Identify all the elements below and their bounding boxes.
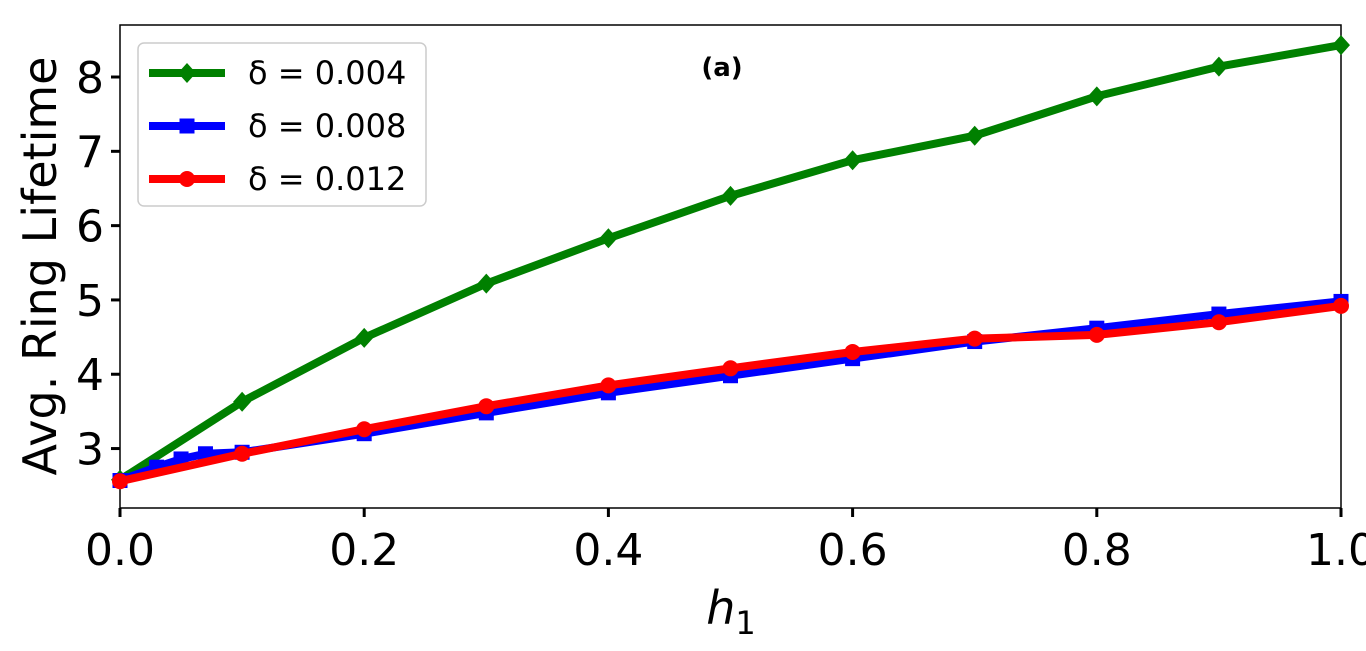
data-point (477, 273, 496, 294)
legend-entry: δ = 0.012 (149, 160, 406, 198)
y-tick-label: 6 (76, 202, 104, 253)
legend-marker (178, 63, 196, 83)
legend-marker (179, 118, 195, 134)
y-tick-label: 3 (76, 425, 104, 476)
x-axis-title-subscript: 1 (735, 604, 755, 642)
data-point (112, 473, 128, 490)
x-tick-label: 0.4 (573, 525, 643, 576)
data-point (233, 391, 252, 412)
data-point (1087, 86, 1106, 107)
chart-annotation: (a) (701, 53, 742, 83)
x-tick-label: 0.8 (1062, 525, 1132, 576)
y-tick-label: 4 (76, 350, 104, 401)
legend-marker (179, 171, 195, 187)
data-point (599, 228, 618, 249)
data-point (844, 343, 861, 360)
data-point (966, 330, 983, 347)
data-point (721, 185, 740, 206)
legend-entry: δ = 0.004 (149, 54, 406, 92)
x-axis-title-main: h (706, 581, 735, 635)
x-axis-title: h1 (706, 581, 756, 642)
data-point (843, 150, 862, 171)
x-tick-label: 0.6 (818, 525, 888, 576)
legend-entry: δ = 0.008 (149, 107, 406, 145)
series-layer (111, 35, 1350, 490)
y-axis-title: Avg. Ring Lifetime (13, 57, 67, 476)
series-2 (112, 297, 1349, 490)
legend: δ = 0.004 δ = 0.008 δ = 0.012 (137, 42, 427, 207)
y-axis: 3 4 5 6 7 8 (76, 53, 120, 476)
data-point (1332, 35, 1350, 56)
data-point (234, 445, 251, 462)
x-tick-label: 1.0 (1306, 525, 1366, 576)
data-point (355, 327, 374, 348)
legend-label: δ = 0.004 (248, 54, 406, 92)
y-tick-label: 7 (76, 127, 104, 178)
legend-box (137, 42, 427, 207)
legend-label: δ = 0.012 (248, 160, 406, 198)
legend-label: δ = 0.008 (248, 107, 406, 145)
data-point (722, 360, 739, 377)
data-point (356, 421, 373, 438)
data-point (600, 377, 617, 394)
data-point (1210, 314, 1227, 331)
y-tick-label: 5 (76, 276, 104, 327)
y-tick-label: 8 (76, 53, 104, 104)
data-point (1209, 56, 1228, 77)
x-axis: 0.0 0.2 0.4 0.6 0.8 1.0 (85, 508, 1366, 576)
data-point (965, 125, 984, 146)
data-point (1088, 326, 1105, 343)
data-point (478, 398, 495, 415)
data-point (1333, 297, 1349, 314)
x-tick-label: 0.2 (329, 525, 399, 576)
x-tick-label: 0.0 (85, 525, 155, 576)
